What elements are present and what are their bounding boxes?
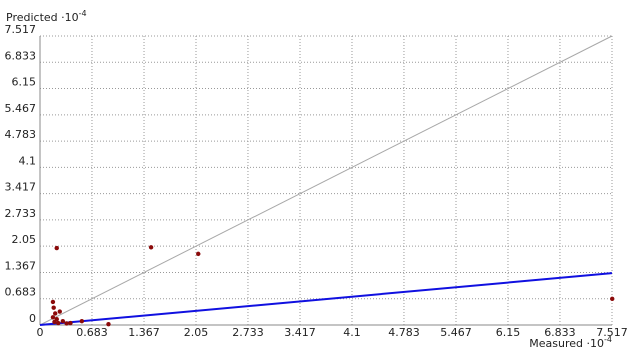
x-tick-label: 2.05 [184,326,209,339]
x-tick-label: 1.367 [128,326,160,339]
y-tick-label: 0 [29,312,36,325]
y-tick-label: 4.783 [5,128,37,141]
x-tick-label: 6.833 [544,326,576,339]
x-label-exponent: -4 [604,335,612,344]
point [50,315,56,320]
point [56,320,61,326]
y-tick-label: 3.417 [5,181,37,194]
x-axis-label: Measured ·10-4 [529,335,612,351]
y-tick-label: 5.467 [5,102,37,115]
y-tick-label: 2.733 [5,207,37,220]
y-tick-label: 0.683 [5,286,37,299]
y-tick-label: 6.15 [12,76,37,89]
y-axis-label: Predicted ·10-4 [6,9,87,25]
x-tick-label: 5.467 [440,326,472,339]
y-tick-label: 7.517 [5,23,37,36]
point [51,305,56,310]
x-label-text: Measured ·10 [529,337,604,350]
y-label-exponent: -4 [79,9,87,18]
point [64,321,69,326]
y-tick-label: 2.05 [12,233,37,246]
y-tick-label: 6.833 [5,49,37,62]
x-tick-label: 6.15 [496,326,521,339]
x-tick-label: 7.517 [596,326,627,339]
point [57,309,62,314]
point [53,311,58,316]
x-tick-label: 0 [37,326,44,339]
x-tick-label: 4.783 [388,326,420,339]
point [610,296,615,302]
x-tick-label: 3.417 [284,326,316,339]
point [106,322,111,327]
point [79,318,85,324]
point [196,251,201,257]
point [52,319,57,325]
point [54,245,59,251]
y-tick-label: 1.367 [5,259,37,272]
point [60,318,66,324]
point [148,245,154,250]
reference-line [39,35,613,326]
x-tick-label: 2.733 [232,326,264,339]
point [50,299,56,305]
x-tick-label: 0.683 [76,326,108,339]
fit-line [39,272,613,326]
point [68,320,73,326]
y-label-text: Predicted ·10 [6,11,79,24]
y-tick-label: 4.1 [19,154,37,167]
x-tick-label: 4.1 [343,326,361,339]
